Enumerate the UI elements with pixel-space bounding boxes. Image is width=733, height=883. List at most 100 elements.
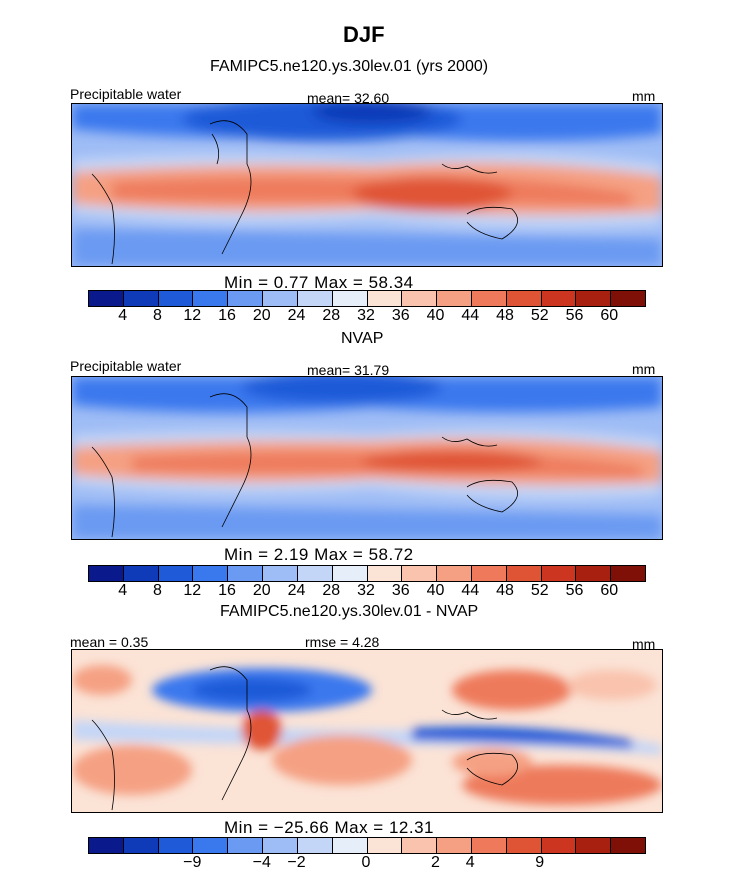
colorbar-swatch xyxy=(576,566,612,581)
colorbar-tick-label: −2 xyxy=(287,854,306,871)
colorbar-tick-label: 52 xyxy=(530,582,549,599)
colorbar-swatch xyxy=(158,566,194,581)
colorbar-swatch xyxy=(123,291,159,306)
panel3-map-svg xyxy=(72,650,662,812)
panel1-units: mm xyxy=(632,88,656,104)
colorbar-swatch xyxy=(437,838,472,853)
colorbar-swatch xyxy=(506,291,542,306)
colorbar-tick-label: 8 xyxy=(153,582,162,599)
colorbar-swatch xyxy=(367,566,403,581)
colorbar-swatch xyxy=(193,291,229,306)
panel2-min-max: Min = 2.19 Max = 58.72 xyxy=(224,545,414,564)
colorbar-tick-label: −4 xyxy=(252,854,271,871)
panel1-colorbar xyxy=(88,290,646,307)
colorbar-tick-label: 12 xyxy=(183,307,202,324)
panel3-colorbar xyxy=(88,837,646,854)
colorbar-swatch xyxy=(228,291,264,306)
colorbar-swatch xyxy=(193,838,229,853)
colorbar-tick-label: 40 xyxy=(426,307,445,324)
colorbar-swatch xyxy=(297,291,333,306)
colorbar-tick-label: 60 xyxy=(600,582,619,599)
colorbar-tick-label: 4 xyxy=(465,854,475,871)
colorbar-swatch xyxy=(89,291,124,306)
colorbar-tick-label: 12 xyxy=(183,582,202,599)
colorbar-tick-label: 16 xyxy=(218,582,236,599)
colorbar-swatch xyxy=(471,291,507,306)
colorbar-swatch xyxy=(471,566,507,581)
colorbar-swatch xyxy=(263,291,298,306)
panel1-heading: FAMIPC5.ne120.ys.30lev.01 (yrs 2000) xyxy=(210,58,489,75)
colorbar-tick-label: 0 xyxy=(361,854,371,871)
panel1-variable-label: Precipitable water xyxy=(70,86,182,102)
panel2-heading: NVAP xyxy=(341,330,384,347)
colorbar-tick-label: 52 xyxy=(530,307,549,324)
colorbar-swatch xyxy=(576,838,612,853)
colorbar-swatch xyxy=(402,566,438,581)
panel2-map-svg xyxy=(72,377,662,539)
colorbar-tick-label: 40 xyxy=(426,582,445,599)
panel2-mean-label: mean= 31.79 xyxy=(307,362,390,378)
colorbar-tick-label: 32 xyxy=(357,307,375,324)
colorbar-tick-label: 36 xyxy=(391,582,410,599)
colorbar-swatch xyxy=(332,291,368,306)
colorbar-swatch xyxy=(263,566,298,581)
colorbar-tick-label: 20 xyxy=(252,307,271,324)
colorbar-tick-label: 32 xyxy=(357,582,375,599)
colorbar-tick-label: −9 xyxy=(183,854,202,871)
colorbar-tick-label: 28 xyxy=(322,582,341,599)
panel1-min-max: Min = 0.77 Max = 58.34 xyxy=(224,273,414,292)
colorbar-swatch xyxy=(123,838,159,853)
panel2-map xyxy=(71,376,663,540)
panel3-rmse-label: rmse = 4.28 xyxy=(305,634,380,650)
colorbar-tick-label: 16 xyxy=(218,307,236,324)
colorbar-swatch xyxy=(89,838,124,853)
panel3-heading: FAMIPC5.ne120.ys.30lev.01 - NVAP xyxy=(220,603,479,620)
colorbar-swatch xyxy=(228,566,264,581)
colorbar-swatch xyxy=(437,566,472,581)
colorbar-tick-label: 4 xyxy=(118,307,128,324)
colorbar-swatch xyxy=(367,838,403,853)
colorbar-swatch xyxy=(297,566,333,581)
colorbar-swatch xyxy=(123,566,159,581)
colorbar-swatch xyxy=(402,838,438,853)
colorbar-swatch xyxy=(506,566,542,581)
colorbar-tick-label: 2 xyxy=(431,854,440,871)
colorbar-swatch xyxy=(576,291,612,306)
panel2-units: mm xyxy=(632,361,656,377)
colorbar-swatch xyxy=(332,566,368,581)
colorbar-swatch xyxy=(541,838,577,853)
colorbar-tick-label: 4 xyxy=(118,582,128,599)
colorbar-tick-label: 56 xyxy=(565,582,584,599)
colorbar-swatch xyxy=(158,291,194,306)
panel1-map-svg xyxy=(72,104,662,266)
colorbar-tick-label: 28 xyxy=(322,307,341,324)
colorbar-swatch xyxy=(228,838,264,853)
colorbar-tick-label: 24 xyxy=(287,307,306,324)
colorbar-tick-label: 48 xyxy=(496,582,514,599)
colorbar-swatch xyxy=(611,838,645,853)
panel1-mean-label: mean= 32.60 xyxy=(307,90,390,106)
colorbar-tick-label: 20 xyxy=(252,582,271,599)
colorbar-swatch xyxy=(471,838,507,853)
colorbar-swatch xyxy=(367,291,403,306)
colorbar-tick-label: 24 xyxy=(287,582,306,599)
colorbar-tick-label: 8 xyxy=(153,307,162,324)
panel3-min-max: Min = −25.66 Max = 12.31 xyxy=(224,818,434,837)
colorbar-swatch xyxy=(541,291,577,306)
colorbar-swatch xyxy=(89,566,124,581)
panel2-variable-label: Precipitable water xyxy=(70,358,182,374)
colorbar-swatch xyxy=(437,291,472,306)
panel1-map xyxy=(71,103,663,267)
colorbar-tick-label: 56 xyxy=(565,307,584,324)
panel2-colorbar xyxy=(88,565,646,582)
colorbar-swatch xyxy=(402,291,438,306)
colorbar-swatch xyxy=(158,838,194,853)
colorbar-tick-label: 44 xyxy=(461,582,480,599)
colorbar-swatch xyxy=(506,838,542,853)
panel3-units: mm xyxy=(632,636,656,652)
panel3-mean-label: mean = 0.35 xyxy=(70,634,149,650)
colorbar-tick-label: 9 xyxy=(535,854,545,871)
colorbar-swatch xyxy=(541,566,577,581)
colorbar-swatch xyxy=(611,566,645,581)
